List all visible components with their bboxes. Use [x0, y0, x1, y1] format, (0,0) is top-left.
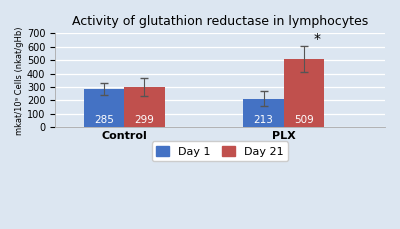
Title: Activity of glutathion reductase in lymphocytes: Activity of glutathion reductase in lymp…	[72, 15, 368, 28]
Text: 213: 213	[254, 115, 274, 125]
Text: 299: 299	[134, 115, 154, 125]
Bar	[244, 99, 284, 127]
Bar	[284, 59, 324, 127]
Text: 509: 509	[294, 115, 314, 125]
Bar	[84, 89, 124, 127]
Legend: Day 1, Day 21: Day 1, Day 21	[152, 141, 288, 161]
Bar	[124, 87, 165, 127]
Text: 285: 285	[94, 115, 114, 125]
Text: *: *	[313, 32, 320, 46]
Y-axis label: mkat/10⁹ Cells (nkat/gHb): mkat/10⁹ Cells (nkat/gHb)	[15, 26, 24, 134]
